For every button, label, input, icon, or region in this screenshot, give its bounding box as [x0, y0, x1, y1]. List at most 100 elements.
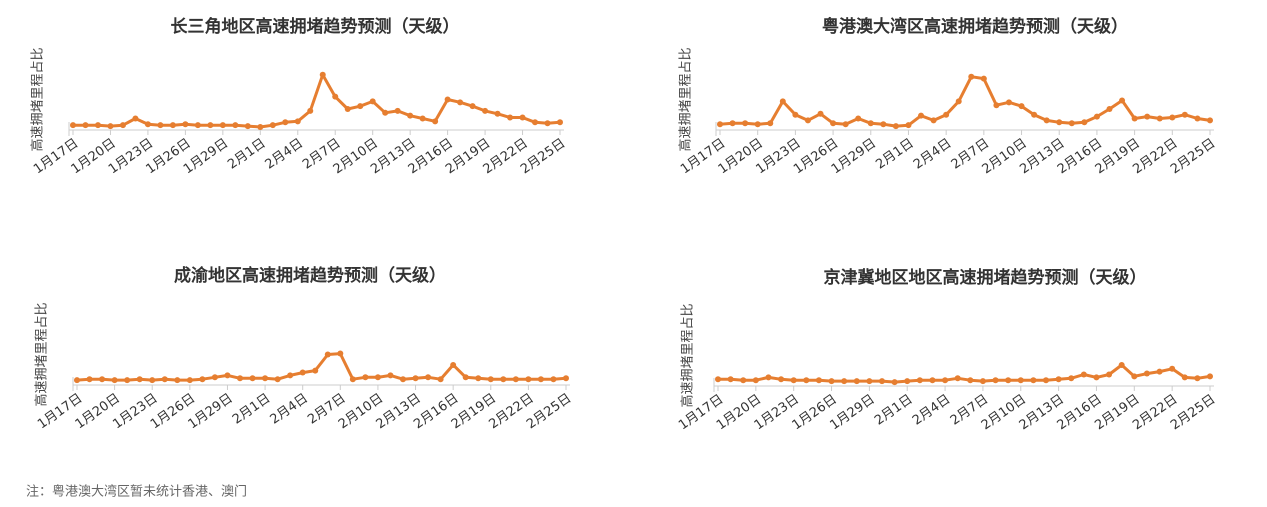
point [324, 351, 331, 358]
point [99, 376, 106, 383]
point [400, 376, 406, 383]
point [525, 376, 532, 383]
point [169, 122, 176, 129]
point [537, 376, 544, 383]
point [94, 122, 101, 129]
point [803, 377, 810, 384]
point [918, 112, 925, 119]
point [262, 375, 269, 382]
point [866, 378, 873, 385]
point [82, 122, 89, 129]
point [892, 123, 899, 130]
point [830, 120, 837, 127]
point [86, 376, 93, 383]
point [967, 377, 974, 384]
point [74, 377, 80, 384]
point [867, 120, 874, 127]
point [904, 378, 911, 385]
x-tick-label: 2月1日 [872, 392, 915, 429]
point [407, 112, 414, 119]
point [1093, 374, 1100, 381]
point [550, 376, 557, 383]
point [107, 123, 114, 130]
point [349, 376, 356, 383]
point [132, 115, 139, 122]
point [992, 377, 999, 384]
line [718, 363, 1211, 384]
point [119, 122, 126, 129]
point [742, 120, 749, 127]
point [790, 377, 797, 384]
x-tick-label: 2月1日 [225, 136, 268, 173]
point [419, 115, 426, 122]
point [842, 121, 849, 128]
point [319, 71, 326, 78]
point [1106, 106, 1113, 112]
point [891, 379, 898, 386]
point [1017, 377, 1024, 384]
point [161, 376, 168, 383]
point [425, 374, 432, 381]
point [357, 103, 364, 110]
point [362, 374, 369, 381]
point [828, 378, 835, 385]
point [1119, 97, 1126, 104]
point [1181, 374, 1188, 381]
point [968, 73, 975, 80]
point [1068, 120, 1075, 127]
point [457, 99, 464, 106]
point [207, 122, 214, 129]
point [930, 117, 937, 124]
point [715, 376, 721, 383]
line [73, 73, 561, 129]
point [943, 111, 950, 118]
point [1093, 113, 1100, 120]
point [194, 122, 201, 129]
point [815, 377, 822, 384]
point [219, 122, 226, 129]
point [136, 376, 143, 383]
x-tick-label: 2月4日 [268, 391, 311, 428]
point [494, 110, 501, 117]
line [719, 75, 1211, 128]
point [1207, 117, 1213, 124]
point [412, 375, 419, 382]
point [1156, 368, 1163, 375]
point [1030, 377, 1037, 384]
point [1118, 362, 1125, 368]
line [76, 352, 567, 382]
point [729, 120, 736, 127]
point [149, 377, 156, 384]
point [369, 98, 376, 105]
point [211, 374, 218, 381]
point [482, 107, 489, 114]
point [1080, 371, 1087, 378]
point [157, 122, 164, 129]
point [462, 374, 469, 381]
point [955, 98, 962, 105]
point [257, 124, 264, 131]
point [841, 378, 848, 385]
point [557, 119, 563, 126]
point [224, 372, 231, 379]
point [186, 377, 193, 384]
point [394, 107, 401, 114]
point [1068, 375, 1075, 382]
point [1207, 373, 1213, 380]
point [237, 375, 243, 382]
point [387, 372, 394, 379]
y-axis-label: 高速拥堵里程占比 [30, 47, 46, 151]
point [1056, 119, 1063, 126]
chart-title: 长三角地区高速拥堵趋势预测（天级） [171, 16, 460, 37]
point [124, 377, 131, 384]
point [1131, 373, 1138, 380]
point [1018, 103, 1025, 110]
point [344, 106, 351, 112]
point [294, 118, 301, 125]
point [500, 376, 507, 383]
point [1194, 115, 1201, 122]
point [1005, 99, 1012, 106]
point [299, 369, 306, 376]
point [980, 75, 987, 82]
chart-title: 粤港澳大湾区高速拥堵趋势预测（天级） [822, 16, 1128, 37]
